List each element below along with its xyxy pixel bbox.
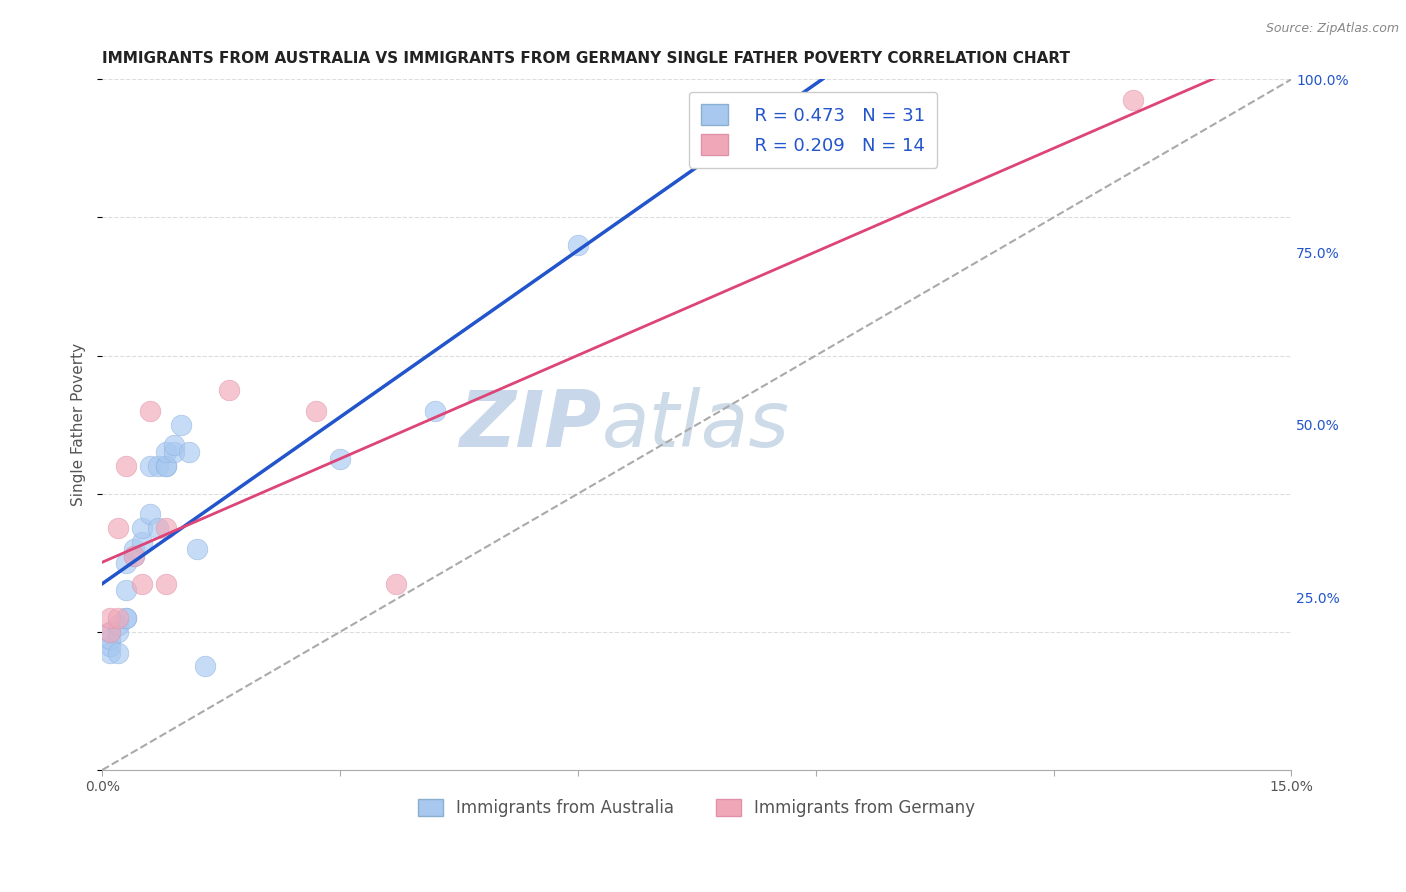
Point <box>305 404 328 418</box>
Point <box>115 556 138 570</box>
Point <box>98 611 121 625</box>
Point <box>115 459 138 474</box>
Point <box>1122 93 1144 107</box>
Point <box>107 618 129 632</box>
Point <box>139 508 162 522</box>
Point <box>122 549 145 563</box>
Point <box>107 646 129 660</box>
Text: atlas: atlas <box>602 386 790 463</box>
Point <box>115 611 138 625</box>
Point <box>179 445 201 459</box>
Point <box>122 549 145 563</box>
Text: ZIP: ZIP <box>460 386 602 463</box>
Point <box>98 639 121 653</box>
Point <box>98 632 121 646</box>
Y-axis label: Single Father Poverty: Single Father Poverty <box>72 343 86 507</box>
Point <box>107 611 129 625</box>
Point <box>122 541 145 556</box>
Point <box>131 576 153 591</box>
Point <box>107 521 129 535</box>
Point <box>155 521 177 535</box>
Point <box>139 404 162 418</box>
Point <box>131 535 153 549</box>
Point <box>98 624 121 639</box>
Point <box>115 611 138 625</box>
Point <box>98 624 121 639</box>
Point <box>384 576 406 591</box>
Point <box>162 445 184 459</box>
Point <box>186 541 208 556</box>
Point <box>131 521 153 535</box>
Point <box>329 452 352 467</box>
Point <box>146 459 169 474</box>
Point <box>425 404 447 418</box>
Point <box>155 459 177 474</box>
Point <box>155 445 177 459</box>
Point <box>98 646 121 660</box>
Point <box>107 624 129 639</box>
Point <box>155 576 177 591</box>
Text: IMMIGRANTS FROM AUSTRALIA VS IMMIGRANTS FROM GERMANY SINGLE FATHER POVERTY CORRE: IMMIGRANTS FROM AUSTRALIA VS IMMIGRANTS … <box>103 51 1070 66</box>
Point <box>155 459 177 474</box>
Point <box>567 238 589 252</box>
Point <box>218 383 240 397</box>
Point <box>194 659 217 673</box>
Text: Source: ZipAtlas.com: Source: ZipAtlas.com <box>1265 22 1399 36</box>
Point <box>115 583 138 598</box>
Point <box>162 438 184 452</box>
Point <box>139 459 162 474</box>
Point <box>170 417 193 432</box>
Point <box>146 521 169 535</box>
Legend: Immigrants from Australia, Immigrants from Germany: Immigrants from Australia, Immigrants fr… <box>412 792 983 824</box>
